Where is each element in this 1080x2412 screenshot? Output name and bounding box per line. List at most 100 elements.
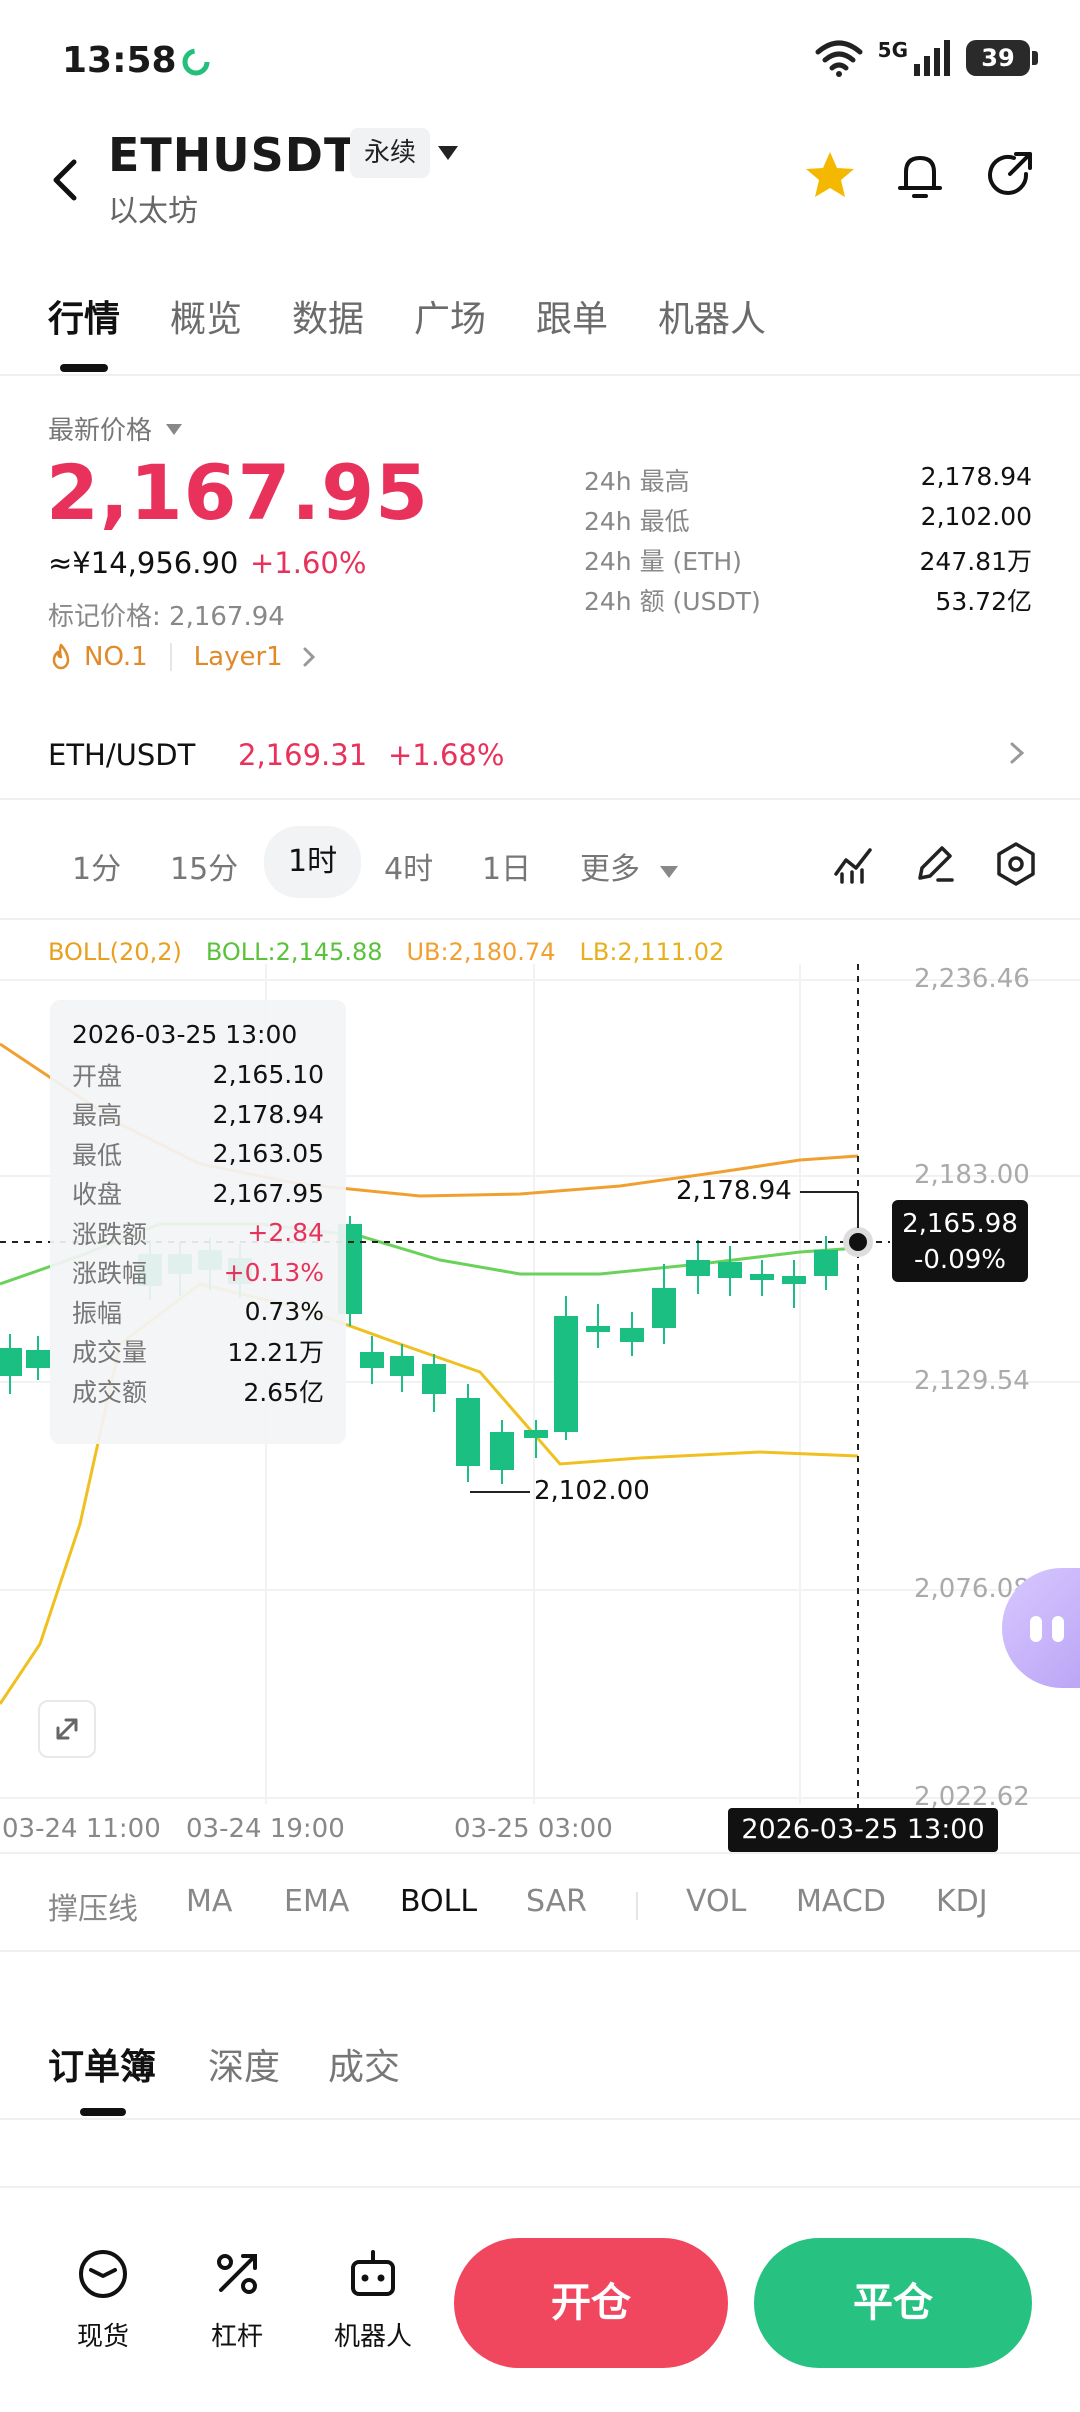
tab-depth[interactable]: 深度 xyxy=(208,2047,281,2088)
caret-down-icon[interactable] xyxy=(438,146,458,160)
interval-15m[interactable]: 15分 xyxy=(170,852,239,887)
candle-body xyxy=(26,1350,50,1368)
category-tag[interactable]: Layer1 xyxy=(193,642,283,672)
spot-price: 2,169.31 xyxy=(238,738,368,772)
caret-down-icon[interactable] xyxy=(660,866,678,878)
fire-icon xyxy=(52,643,70,670)
tooltip-value: 2,163.05 xyxy=(212,1139,324,1169)
tab-bot[interactable]: 机器人 xyxy=(658,299,767,340)
tab-data[interactable]: 数据 xyxy=(292,299,365,340)
candle-body xyxy=(490,1432,514,1470)
draw-pen-icon[interactable] xyxy=(910,840,958,888)
stat-row: 24h 最高 2,178.94 xyxy=(584,462,1032,502)
candle-body xyxy=(360,1352,384,1368)
contract-type-badge[interactable]: 永续 xyxy=(350,128,431,178)
tooltip-date: 2026-03-25 13:00 xyxy=(72,1020,298,1049)
tooltip-label: 涨跌额 xyxy=(72,1219,148,1249)
tab-square[interactable]: 广场 xyxy=(414,299,487,340)
tooltip-row: 收盘 2,167.95 xyxy=(72,1174,324,1214)
indicator-support-resistance[interactable]: 撑压线 xyxy=(48,1892,138,1927)
chevron-right-icon[interactable] xyxy=(297,643,321,671)
candle-body xyxy=(814,1250,838,1276)
indicator-ma[interactable]: MA xyxy=(186,1884,233,1919)
crosshair-price-tag: 2,165.98 -0.09% xyxy=(892,1200,1028,1282)
tooltip-label: 收盘 xyxy=(72,1180,123,1210)
close-position-button[interactable]: 平仓 xyxy=(754,2238,1032,2368)
tooltip-row: 开盘 2,165.10 xyxy=(72,1055,324,1095)
wifi-icon xyxy=(815,40,863,77)
tag-divider xyxy=(169,643,172,671)
kline-chart[interactable]: BOLL(20,2) BOLL:2,145.88 UB:2,180.74 LB:… xyxy=(0,924,1080,1852)
cny-price: ≈¥14,956.90 xyxy=(48,546,239,580)
boll-ub-value: UB:2,180.74 xyxy=(406,938,556,966)
tooltip-value: +2.84 xyxy=(247,1218,324,1248)
y-tick-label: 2,129.54 xyxy=(914,1366,1030,1396)
expand-icon xyxy=(56,1718,78,1740)
assistant-eye xyxy=(1030,1616,1042,1642)
rank-tag[interactable]: NO.1 xyxy=(84,642,148,672)
open-position-button[interactable]: 开仓 xyxy=(454,2238,728,2368)
spot-change: +1.68% xyxy=(388,738,505,772)
indicator-ema[interactable]: EMA xyxy=(284,1884,350,1919)
interval-1m[interactable]: 1分 xyxy=(72,852,122,887)
status-indicators: 5G 39 xyxy=(814,38,1038,78)
boll-mid-value: BOLL:2,145.88 xyxy=(205,938,383,966)
low-price-label: 2,102.00 xyxy=(534,1476,650,1506)
nav-bot[interactable]: 机器人 xyxy=(318,2246,428,2353)
bottom-action-bar: 现货 杠杆 机器人 开仓 平仓 xyxy=(0,2186,1080,2412)
indicator-macd[interactable]: MACD xyxy=(796,1884,886,1919)
stat-label: 24h 量 (ETH) xyxy=(584,547,742,576)
x-tick-label: 03-24 11:00 xyxy=(2,1814,161,1844)
pair-title[interactable]: ETHUSDT xyxy=(108,128,357,182)
stat-value: 2,102.00 xyxy=(920,502,1032,531)
app-notification-icon xyxy=(182,48,210,76)
star-icon[interactable] xyxy=(798,144,862,208)
tab-copy-trade[interactable]: 跟单 xyxy=(536,299,609,340)
indicator-vol[interactable]: VOL xyxy=(686,1884,747,1919)
interval-4h[interactable]: 4时 xyxy=(384,852,434,887)
indicator-boll[interactable]: BOLL xyxy=(400,1884,478,1919)
signal-icon xyxy=(914,40,950,76)
interval-1d[interactable]: 1日 xyxy=(482,852,532,887)
tab-trades[interactable]: 成交 xyxy=(328,2047,401,2088)
indicator-sar[interactable]: SAR xyxy=(526,1884,587,1919)
spot-pair-row[interactable]: ETH/USDT 2,169.31 +1.68% xyxy=(0,726,1080,800)
price-change-pct: +1.60% xyxy=(250,546,367,580)
nav-label: 现货 xyxy=(76,2322,129,2352)
interval-1h[interactable]: 1时 xyxy=(264,826,362,898)
nav-spot[interactable]: 现货 xyxy=(48,2246,158,2353)
candle-body xyxy=(390,1356,414,1376)
last-price-label[interactable]: 最新价格 xyxy=(48,416,153,446)
tooltip-row: 振幅 0.73% xyxy=(72,1292,324,1332)
tooltip-value: 2,178.94 xyxy=(212,1099,324,1129)
stat-label: 24h 最高 xyxy=(584,467,690,496)
tab-overview[interactable]: 概览 xyxy=(170,299,243,340)
candle-body xyxy=(686,1260,710,1276)
tab-market[interactable]: 行情 xyxy=(48,299,121,340)
battery-icon: 39 xyxy=(966,40,1038,76)
interval-more[interactable]: 更多 xyxy=(580,852,640,887)
tooltip-label: 开盘 xyxy=(72,1061,123,1091)
back-arrow-icon[interactable] xyxy=(40,148,92,212)
last-price: 2,167.95 xyxy=(46,448,430,537)
caret-down-icon[interactable] xyxy=(166,424,182,435)
tooltip-label: 成交量 xyxy=(72,1338,148,1368)
fullscreen-button[interactable] xyxy=(38,1700,96,1758)
share-icon[interactable] xyxy=(978,144,1042,208)
indicator-kdj[interactable]: KDJ xyxy=(936,1884,988,1919)
indicator-chart-icon[interactable] xyxy=(830,840,878,888)
nav-leverage[interactable]: 杠杆 xyxy=(182,2246,292,2353)
tooltip-row: 涨跌额 +2.84 xyxy=(72,1213,324,1253)
tooltip-value: 0.73% xyxy=(244,1297,324,1327)
tooltip-row: 涨跌幅 +0.13% xyxy=(72,1253,324,1293)
chevron-right-icon[interactable] xyxy=(1002,738,1032,768)
candle-body xyxy=(750,1274,774,1280)
candle-body xyxy=(782,1276,806,1284)
tab-orderbook[interactable]: 订单簿 xyxy=(48,2047,157,2088)
bell-icon[interactable] xyxy=(888,144,952,208)
tooltip-value: 2.65亿 xyxy=(243,1377,324,1407)
settings-hex-icon[interactable] xyxy=(992,840,1040,888)
boll-lb-value: LB:2,111.02 xyxy=(579,938,725,966)
tooltip-value: 12.21万 xyxy=(227,1338,324,1368)
stat-value: 53.72亿 xyxy=(935,587,1032,616)
